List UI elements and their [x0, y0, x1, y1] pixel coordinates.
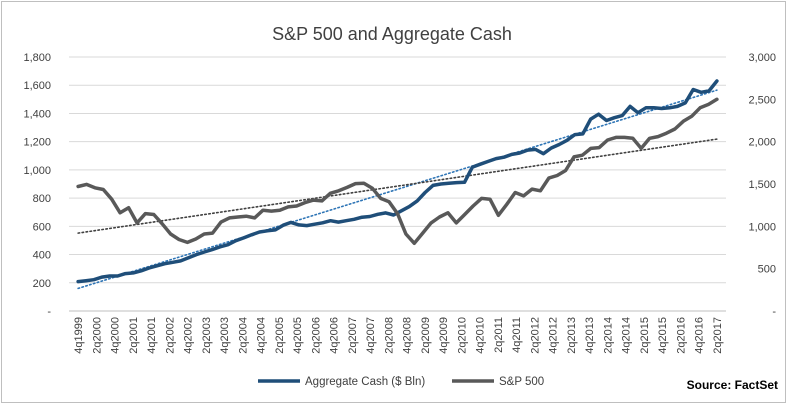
left-tick-label: 1,600	[23, 80, 51, 92]
x-tick-label: 4q2015	[657, 317, 669, 354]
left-tick-label: 600	[33, 221, 51, 233]
x-tick-label: 2q2004	[237, 317, 249, 354]
x-tick-label: 2q2010	[456, 317, 468, 354]
x-tick-label: 2q2005	[274, 317, 286, 354]
x-tick-label: 4q2009	[438, 317, 450, 354]
left-tick-label: 1,200	[23, 137, 51, 149]
x-tick-label: 4q2006	[329, 317, 341, 354]
right-tick-label: 500	[758, 264, 776, 276]
x-tick-label: 2q2006	[310, 317, 322, 354]
right-tick-label: 3,000	[748, 52, 776, 64]
legend-label-sp500: S&P 500	[499, 376, 544, 388]
x-tick-label: 2q2002	[164, 317, 176, 354]
left-tick-label: 200	[33, 278, 51, 290]
legend: Aggregate Cash ($ Bln) S&P 500	[258, 376, 544, 388]
x-tick-label: 4q2010	[475, 317, 487, 354]
x-tick-label: 4q2012	[548, 317, 560, 354]
gridlines	[69, 56, 726, 312]
x-tick-label: 2q2003	[201, 317, 213, 354]
x-tick-label: 4q2007	[365, 317, 377, 354]
left-tick-label: 400	[33, 250, 51, 262]
x-tick-label: 2q2016	[675, 317, 687, 354]
x-tick-label: 4q2005	[292, 317, 304, 354]
trendline-aggregate-cash	[77, 89, 718, 290]
left-tick-label: 800	[33, 193, 51, 205]
chart-title: S&P 500 and Aggregate Cash	[272, 24, 512, 44]
right-tick-label: 1,500	[748, 179, 776, 191]
left-tick-label: 1,800	[23, 52, 51, 64]
series-line-sp500	[76, 97, 719, 246]
x-tick-label: 4q2000	[110, 317, 122, 354]
left-tick-label: 1,000	[23, 165, 51, 177]
x-tick-label: 2q2017	[712, 317, 724, 354]
x-tick-label: 4q1999	[73, 317, 85, 354]
x-tick-label: 2q2012	[529, 317, 541, 354]
right-tick-label: 1,000	[748, 221, 776, 233]
left-tick-label: -	[47, 306, 51, 318]
x-tick-label: 4q2011	[511, 317, 523, 353]
x-tick-label: 4q2008	[402, 317, 414, 354]
x-tick-label: 2q2007	[347, 317, 359, 354]
right-axis-ticks: - 500 1,000 1,500 2,000 2,500 3,000	[748, 52, 776, 318]
right-tick-label: 2,500	[748, 94, 776, 106]
series-line-aggregate-cash	[76, 79, 719, 284]
series-lines	[76, 79, 719, 284]
right-tick-label: -	[772, 306, 776, 318]
x-tick-label: 4q2001	[146, 317, 158, 354]
legend-label-cash: Aggregate Cash ($ Bln)	[305, 376, 425, 388]
trendline-sp500	[77, 138, 718, 234]
x-tick-label: 4q2004	[256, 317, 268, 354]
left-tick-label: 1,400	[23, 108, 51, 120]
x-tick-label: 2q2009	[420, 317, 432, 354]
trendlines	[77, 89, 718, 290]
x-tick-label: 4q2016	[694, 317, 706, 354]
x-tick-label: 2q2001	[128, 317, 140, 354]
right-tick-label: 2,000	[748, 137, 776, 149]
x-tick-label: 2q2000	[91, 317, 103, 354]
x-tick-label: 2q2011	[493, 317, 505, 353]
left-axis-ticks: - 200 400 600 800 1,000 1,200 1,400 1,600 1,800	[23, 52, 51, 318]
x-tick-label: 4q2003	[219, 317, 231, 354]
x-tick-label: 4q2002	[183, 317, 195, 354]
x-tick-label: 2q2008	[383, 317, 395, 354]
x-tick-label: 2q2014	[602, 317, 614, 354]
x-tick-label: 2q2013	[566, 317, 578, 354]
x-tick-label: 4q2013	[584, 317, 596, 354]
x-tick-label: 4q2014	[621, 317, 633, 354]
source-note: Source: FactSet	[687, 378, 778, 392]
x-tick-label: 2q2015	[639, 317, 651, 354]
x-axis-ticks: 4q1999 2q2000 4q2000 2q2001 4q2001 2q2002 4q20…	[73, 317, 724, 354]
